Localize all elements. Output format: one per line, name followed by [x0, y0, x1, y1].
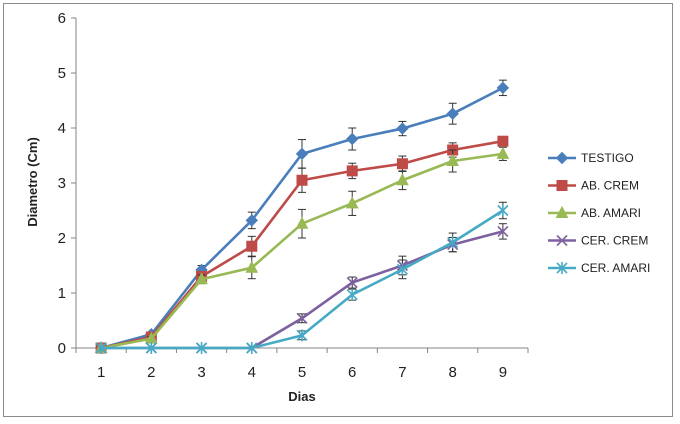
- data-point: [346, 276, 358, 289]
- data-point: [295, 147, 309, 161]
- data-point: [346, 288, 358, 301]
- data-point: [245, 214, 258, 227]
- data-point: [296, 174, 308, 186]
- y-axis-title: Diametro (Cm): [25, 137, 40, 227]
- legend-label: CER. CREM: [581, 234, 648, 248]
- legend-label: AB. CREM: [581, 179, 639, 193]
- legend-marker: [555, 205, 569, 218]
- data-point: [246, 342, 258, 354]
- data-point: [396, 122, 409, 135]
- legend-marker: [555, 151, 569, 165]
- y-tick-label: 5: [58, 65, 66, 82]
- series-cer-amari: [95, 201, 509, 354]
- data-point: [497, 204, 509, 217]
- data-point: [497, 225, 509, 237]
- data-point: [396, 158, 408, 170]
- legend-marker: [556, 234, 568, 247]
- data-point: [346, 132, 359, 146]
- legend-item: AB. AMARI: [548, 205, 641, 220]
- marker-stroke: [497, 225, 509, 237]
- x-tick-label: 6: [348, 364, 356, 381]
- marker-stroke: [556, 234, 568, 247]
- data-point: [296, 312, 308, 324]
- legend-item: CER. CREM: [548, 234, 648, 248]
- x-tick-label: 8: [448, 364, 456, 381]
- legend-item: CER. AMARI: [548, 261, 650, 275]
- data-point: [195, 272, 208, 285]
- y-tick-label: 4: [58, 120, 66, 137]
- x-axis-title: Dias: [288, 389, 315, 404]
- legend-marker: [556, 262, 568, 274]
- y-tick-label: 3: [58, 175, 66, 192]
- data-point: [446, 153, 459, 166]
- y-tick-label: 0: [58, 340, 66, 357]
- legend-item: AB. CREM: [548, 179, 639, 193]
- y-tick-label: 2: [58, 230, 66, 247]
- y-tick-label: 1: [58, 285, 66, 302]
- data-point: [447, 236, 459, 249]
- data-point: [446, 107, 459, 120]
- legend-marker: [556, 180, 568, 191]
- x-tick-label: 2: [147, 364, 155, 381]
- data-point: [95, 342, 107, 354]
- data-point: [497, 135, 509, 147]
- data-point: [295, 216, 309, 229]
- marker-stroke: [346, 276, 358, 289]
- x-axis: 1 2 3 4 5 6 7 8 9: [75, 347, 529, 381]
- data-point: [496, 146, 510, 159]
- legend-label: TESTIGO: [581, 151, 634, 165]
- legend-item: TESTIGO: [548, 151, 634, 165]
- x-tick-label: 5: [298, 364, 306, 381]
- data-point: [345, 196, 359, 209]
- data-point: [396, 173, 409, 186]
- y-axis: 0 1 2 3 4 5 6: [58, 10, 77, 357]
- data-point: [195, 342, 208, 354]
- marker-stroke: [296, 312, 308, 324]
- y-tick-label: 6: [58, 10, 66, 27]
- legend: TESTIGO AB. CREM AB. AMARI CER. CREM CER. AM…: [548, 151, 650, 275]
- legend-label: CER. AMARI: [581, 261, 650, 275]
- x-tick-label: 3: [197, 364, 205, 381]
- data-point: [145, 342, 157, 354]
- data-point: [346, 165, 358, 177]
- data-point: [246, 240, 258, 252]
- legend-label: AB. AMARI: [581, 206, 641, 220]
- data-point: [296, 329, 308, 342]
- data-point: [245, 260, 259, 273]
- x-tick-label: 7: [398, 364, 406, 381]
- data-point: [396, 263, 409, 276]
- data-point: [496, 81, 510, 95]
- x-tick-label: 1: [97, 364, 105, 381]
- x-tick-label: 9: [499, 364, 507, 381]
- series-group: [94, 79, 510, 355]
- x-tick-label: 4: [248, 364, 256, 381]
